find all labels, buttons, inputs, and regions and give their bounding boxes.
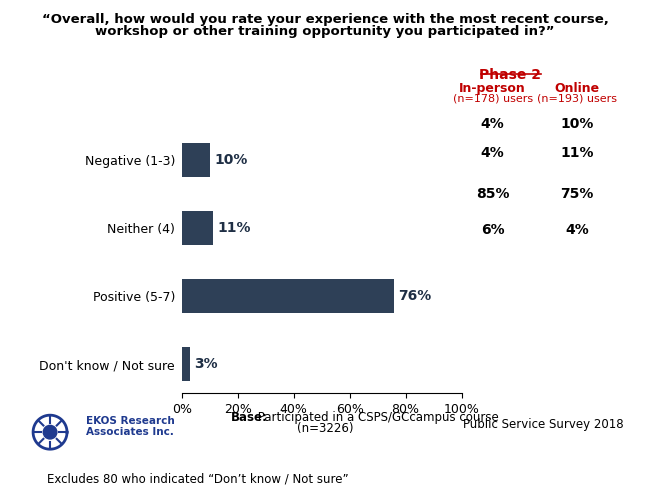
Text: EKOS Research
Associates Inc.: EKOS Research Associates Inc. [86,416,175,437]
Text: (n=3226): (n=3226) [297,422,353,435]
Bar [182,143,210,177]
Text: 3%: 3% [194,357,218,371]
Bar [182,347,190,381]
Text: Excludes 80 who indicated “Don’t know / Not sure”: Excludes 80 who indicated “Don’t know / … [47,473,348,486]
Text: 75%: 75% [560,187,594,202]
Text: 4%: 4% [566,223,589,237]
Text: 10%: 10% [214,153,248,167]
Bar [182,211,213,245]
Text: In-person: In-person [460,82,526,95]
Text: workshop or other training opportunity you participated in?”: workshop or other training opportunity y… [96,25,554,38]
Text: (n=193) users: (n=193) users [537,93,618,103]
Circle shape [44,425,57,439]
Text: 11%: 11% [217,221,250,235]
Text: 4%: 4% [481,117,504,132]
Text: Public Service Survey 2018: Public Service Survey 2018 [463,418,624,431]
Text: Participated in a CSPS/GCcampus course: Participated in a CSPS/GCcampus course [254,411,499,424]
Text: 85%: 85% [476,187,510,202]
Text: 6%: 6% [481,223,504,237]
Text: Online: Online [554,82,600,95]
Text: 10%: 10% [560,117,594,132]
Text: (n=178) users: (n=178) users [452,93,533,103]
Text: 76%: 76% [398,289,432,303]
Text: Base:: Base: [231,411,268,424]
Text: Phase 2: Phase 2 [479,68,541,82]
Text: 11%: 11% [560,146,594,160]
Text: “Overall, how would you rate your experience with the most recent course,: “Overall, how would you rate your experi… [42,13,608,26]
Text: 4%: 4% [481,146,504,160]
Bar [182,279,395,313]
